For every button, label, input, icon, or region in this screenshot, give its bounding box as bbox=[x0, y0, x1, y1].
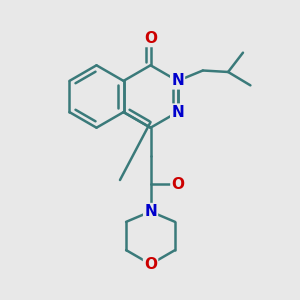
Text: N: N bbox=[144, 204, 157, 219]
Text: O: O bbox=[144, 257, 157, 272]
Text: O: O bbox=[144, 31, 157, 46]
Text: N: N bbox=[171, 105, 184, 120]
Text: N: N bbox=[171, 74, 184, 88]
Text: O: O bbox=[171, 177, 184, 192]
